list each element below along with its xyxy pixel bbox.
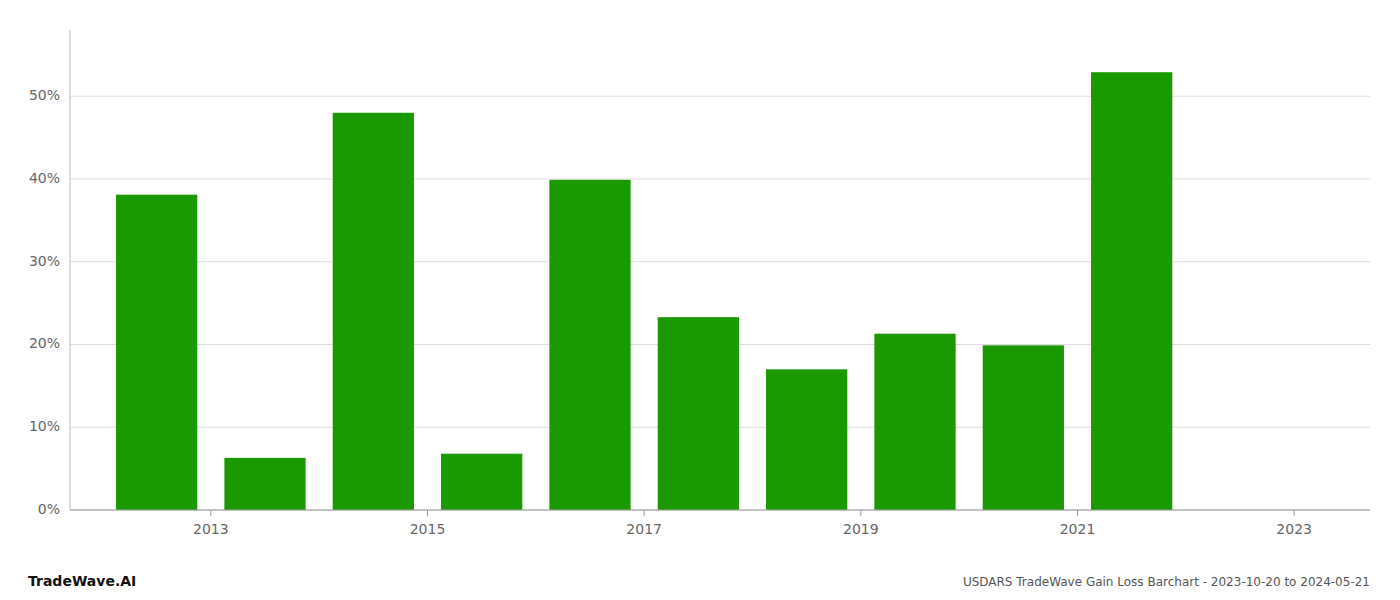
y-tick-label: 10% [29,418,60,434]
x-tick-label: 2013 [193,521,229,537]
bar [874,334,955,510]
bar [224,458,305,510]
x-tick [644,510,645,516]
x-tick [860,510,861,516]
bar [658,317,739,510]
x-tick [1294,510,1295,516]
grid-line [70,178,1370,179]
x-tick-label: 2015 [410,521,446,537]
x-tick-label: 2019 [843,521,879,537]
bar [333,113,414,510]
x-tick [210,510,211,516]
bars [116,72,1172,510]
bar [549,180,630,510]
bar [766,369,847,510]
grid-line [70,261,1370,262]
chart: 0% 10% 20% 30% 40% 50% 2013 2015 2017 2019 2021 202… [0,0,1400,600]
title: USDARS TradeWave Gain Loss Barchart - 20… [963,575,1370,589]
y-axis: 0% 10% 20% 30% 40% 50% [29,30,1370,517]
x-axis-line [70,510,1370,511]
y-tick-label: 20% [29,335,60,351]
bar [116,195,197,510]
y-tick-label: 0% [38,501,60,517]
grid-line [70,96,1370,97]
x-tick [427,510,428,516]
bar [1091,72,1172,510]
x-tick-label: 2021 [1060,521,1096,537]
y-tick-label: 50% [29,87,60,103]
x-tick [1077,510,1078,516]
bar [441,454,522,510]
y-axis-line [70,30,71,510]
y-tick-label: 40% [29,170,60,186]
watermark: TradeWave.AI [28,573,136,589]
x-tick-label: 2017 [626,521,662,537]
background [0,0,1400,600]
bar [983,345,1064,510]
y-tick-label: 30% [29,253,60,269]
x-axis: 2013 2015 2017 2019 2021 2023 [70,510,1370,537]
grid-line [70,510,1370,511]
x-tick-label: 2023 [1276,521,1312,537]
